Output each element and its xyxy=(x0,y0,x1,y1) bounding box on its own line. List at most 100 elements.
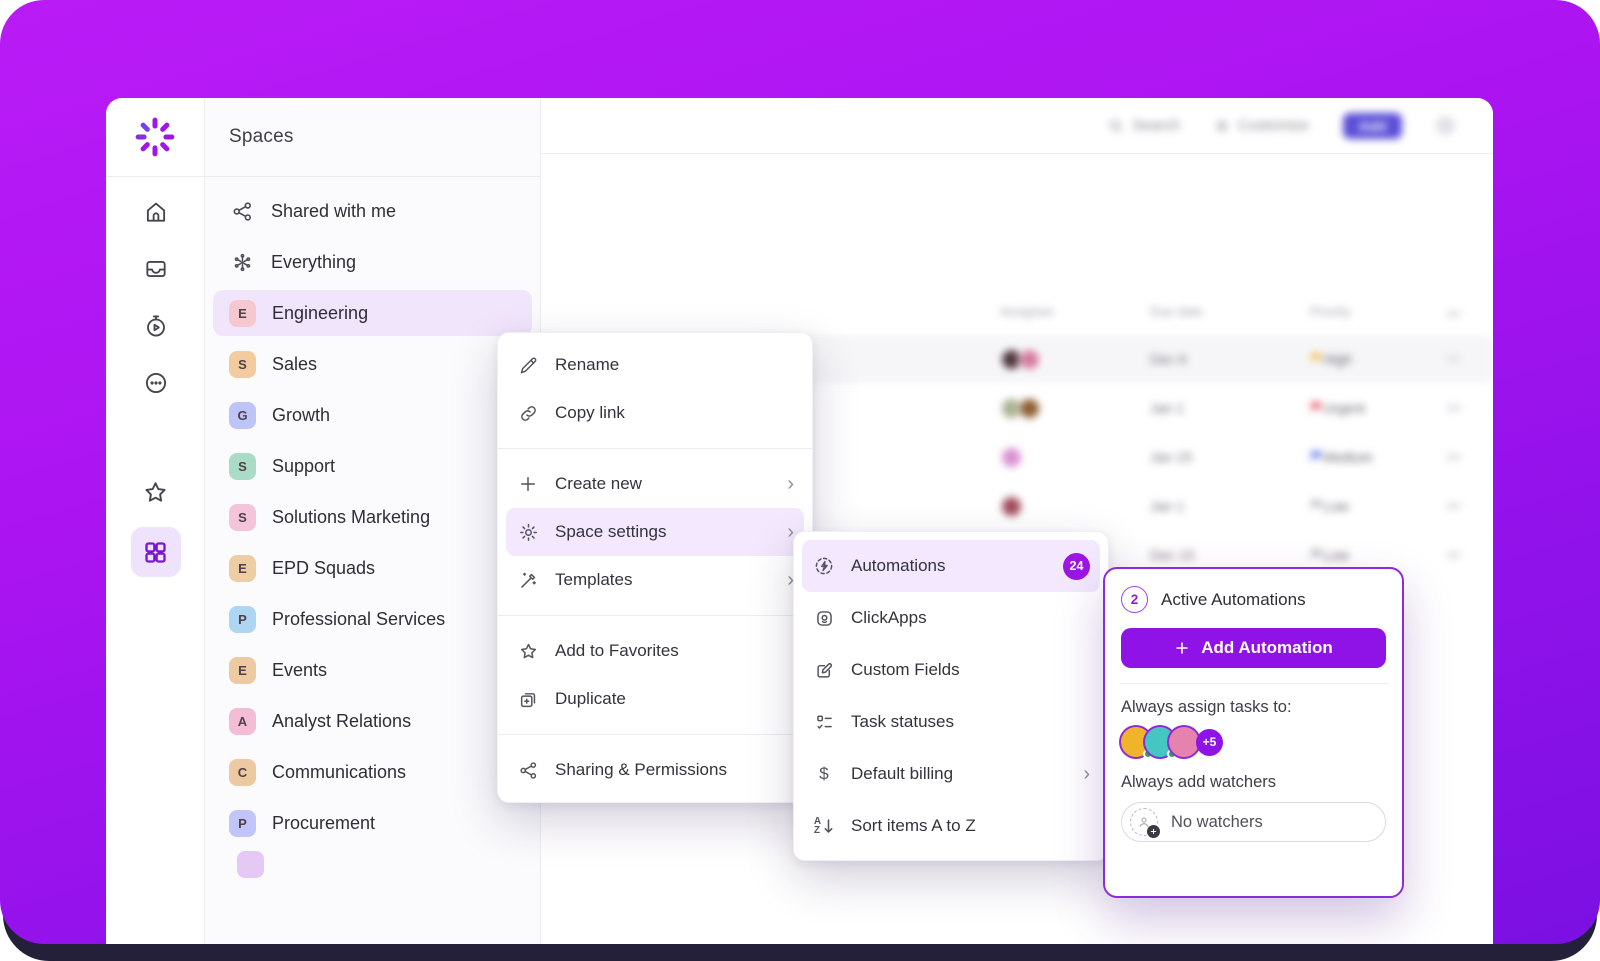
assignee-avatar xyxy=(1000,494,1023,518)
avatar-overflow-badge[interactable]: +5 xyxy=(1196,728,1223,756)
table-row[interactable]: Jan 1 Urgent xyxy=(541,384,1493,432)
mini-plus-icon xyxy=(1147,825,1160,838)
menu-item-rename[interactable]: Rename xyxy=(498,341,812,389)
menu-item-templates[interactable]: Templates › xyxy=(498,556,812,604)
add-watcher-ghost-icon xyxy=(1130,808,1160,838)
chevron-right-icon: › xyxy=(1083,763,1090,785)
space-initial-badge: C xyxy=(229,758,256,786)
assignee-avatars: +5 xyxy=(1121,727,1386,759)
priority-flag-icon xyxy=(1310,548,1323,562)
space-settings-submenu: Automations 24 ClickApps Cust xyxy=(793,531,1109,861)
duplicate-icon xyxy=(516,687,540,711)
space-initial-badge: E xyxy=(229,299,256,327)
submenu-item-custom-fields[interactable]: Custom Fields xyxy=(794,644,1108,696)
main-toolbar: Search Customize Add xyxy=(541,98,1493,154)
toolbar-extra-icon[interactable] xyxy=(1436,116,1455,135)
sidebar-item-procurement[interactable]: P Procurement xyxy=(213,800,532,846)
menu-item-create-new[interactable]: Create new › xyxy=(498,460,812,508)
plus-icon xyxy=(1174,640,1190,656)
table-row[interactable]: Jan 15 Medium xyxy=(541,433,1493,481)
menu-divider xyxy=(498,448,812,449)
due-date: Jan 15 xyxy=(1150,449,1193,465)
menu-item-label: Templates xyxy=(555,570,633,589)
favorites-star-icon[interactable] xyxy=(134,470,178,514)
sidebar-item-communications[interactable]: C Communications xyxy=(213,749,532,795)
customize-button[interactable]: Customize xyxy=(1214,117,1309,134)
avatar[interactable] xyxy=(1169,727,1199,757)
customize-label: Customize xyxy=(1237,117,1309,134)
sidebar-item-growth[interactable]: G Growth xyxy=(213,392,532,438)
space-initial-badge: P xyxy=(229,809,256,837)
link-icon xyxy=(516,401,540,425)
sidebar-item-label: Professional Services xyxy=(272,608,446,629)
sidebar-item-analyst-relations[interactable]: A Analyst Relations xyxy=(213,698,532,744)
spaces-grid-icon[interactable] xyxy=(130,527,181,577)
spaces-list: Shared with me Everythin xyxy=(205,183,540,878)
add-automation-button[interactable]: Add Automation xyxy=(1121,628,1386,668)
sidebar-item-shared-with-me[interactable]: Shared with me xyxy=(213,188,532,234)
submenu-item-default-billing[interactable]: $ Default billing › xyxy=(794,748,1108,800)
submenu-item-automations[interactable]: Automations 24 xyxy=(802,540,1100,592)
priority-label: Low xyxy=(1323,498,1349,514)
watchers-field[interactable]: No watchers xyxy=(1121,802,1386,842)
plus-icon xyxy=(516,472,540,496)
home-icon[interactable] xyxy=(134,190,178,234)
row-end-marker xyxy=(1446,310,1461,318)
sidebar-item-everything[interactable]: Everything xyxy=(213,239,532,285)
panel-divider xyxy=(1119,683,1388,684)
search-icon xyxy=(1108,118,1124,134)
priority-flag-icon xyxy=(1310,450,1323,464)
inbox-icon[interactable] xyxy=(134,247,178,291)
sidebar-item-engineering[interactable]: E Engineering xyxy=(213,290,532,336)
menu-item-label: Create new xyxy=(555,474,642,493)
menu-item-add-to-favorites[interactable]: Add to Favorites xyxy=(498,627,812,675)
sidebar-item-support[interactable]: S Support xyxy=(213,443,532,489)
spaces-panel-title: Spaces xyxy=(205,98,540,177)
search-button[interactable]: Search xyxy=(1108,117,1180,134)
sidebar-item-label: Engineering xyxy=(272,302,369,323)
sidebar-item-label: Communications xyxy=(272,761,407,782)
sidebar-item-label: Sales xyxy=(272,353,318,374)
sidebar-item-solutions-marketing[interactable]: S Solutions Marketing xyxy=(213,494,532,540)
clickapps-icon xyxy=(812,606,836,630)
magic-wand-icon xyxy=(516,568,540,592)
star-icon xyxy=(516,639,540,663)
row-end-marker xyxy=(1446,502,1461,510)
search-label: Search xyxy=(1132,117,1180,134)
clickup-burst-logo[interactable] xyxy=(132,114,178,160)
menu-item-sharing-permissions[interactable]: Sharing & Permissions xyxy=(498,746,812,794)
submenu-item-task-statuses[interactable]: Task statuses xyxy=(794,696,1108,748)
timer-icon[interactable] xyxy=(134,304,178,348)
row-end-marker xyxy=(1446,355,1461,363)
add-watchers-label: Always add watchers xyxy=(1121,773,1276,791)
row-end-marker xyxy=(1446,453,1461,461)
sidebar-item-label: Shared with me xyxy=(271,200,397,221)
sidebar-item-sales[interactable]: S Sales xyxy=(213,341,532,387)
column-header-assignee[interactable]: Assignee xyxy=(1000,304,1054,319)
rail-header xyxy=(106,98,204,177)
submenu-item-label: Default billing xyxy=(851,764,954,783)
priority-label: High xyxy=(1323,351,1352,367)
sidebar-item-epd-squads[interactable]: E EPD Squads xyxy=(213,545,532,591)
submenu-item-label: ClickApps xyxy=(851,608,927,627)
menu-item-copy-link[interactable]: Copy link xyxy=(498,389,812,437)
more-icon[interactable] xyxy=(134,361,178,405)
spaces-panel: Spaces Shared with me xyxy=(205,98,541,944)
space-initial-badge: G xyxy=(229,401,256,429)
dollar-icon: $ xyxy=(819,764,829,783)
sidebar-item-professional-services[interactable]: P Professional Services xyxy=(213,596,532,642)
column-header-priority[interactable]: Priority xyxy=(1310,304,1351,319)
add-button[interactable]: Add xyxy=(1342,112,1402,139)
menu-item-duplicate[interactable]: Duplicate xyxy=(498,675,812,723)
menu-item-space-settings[interactable]: Space settings › xyxy=(506,508,804,556)
menu-item-label: Sharing & Permissions xyxy=(555,760,727,779)
column-header-due-date[interactable]: Due date xyxy=(1150,304,1203,319)
space-initial-badge: S xyxy=(229,350,256,378)
table-row[interactable]: Jan 1 Low xyxy=(541,482,1493,530)
active-automations-count-badge: 2 xyxy=(1121,586,1148,613)
sidebar-item-events[interactable]: E Events xyxy=(213,647,532,693)
submenu-item-clickapps[interactable]: ClickApps xyxy=(794,592,1108,644)
checklist-icon xyxy=(812,710,836,734)
sidebar-item-label: Everything xyxy=(271,251,357,272)
